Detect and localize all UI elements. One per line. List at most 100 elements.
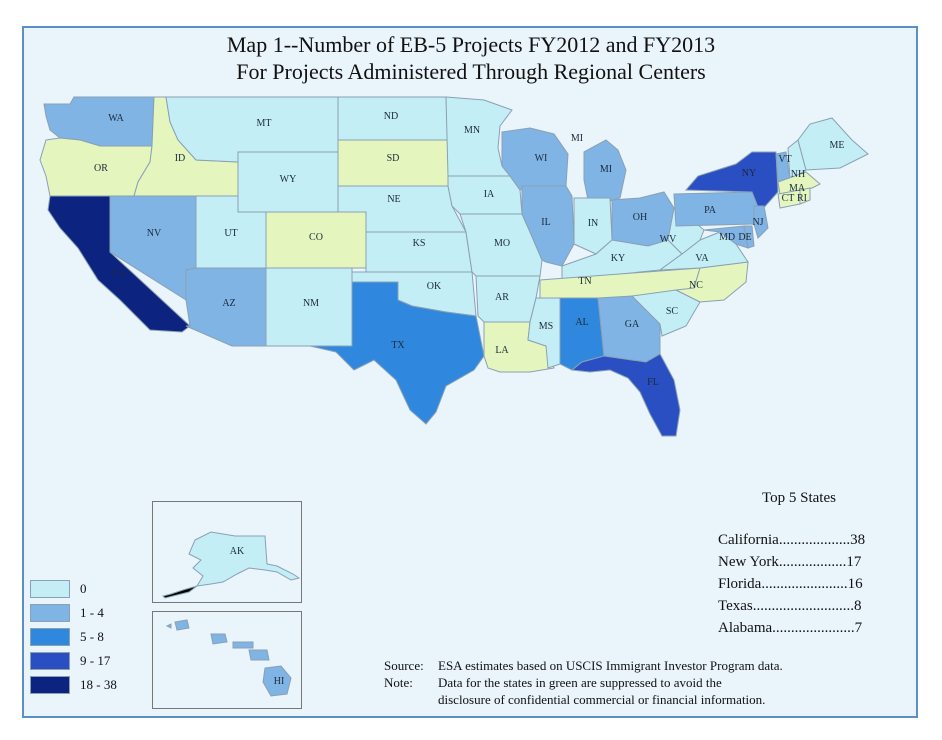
state-AK [188, 531, 301, 587]
label-OK: OK [427, 281, 442, 292]
label-CT: CT [782, 193, 795, 204]
label-WA: WA [108, 113, 124, 124]
state-IL [521, 185, 575, 267]
hi-island-niihau [165, 623, 172, 629]
label-MO: MO [494, 238, 510, 249]
label-GA: GA [625, 319, 640, 330]
legend-swatch [30, 652, 70, 670]
title-line-1: Map 1--Number of EB-5 Projects FY2012 an… [226, 32, 716, 57]
label-NJ: NJ [752, 217, 763, 228]
top5-row-florida: Florida.......................16 [718, 576, 863, 592]
label-WY: WY [280, 174, 297, 185]
label-NY: NY [742, 168, 756, 179]
state-TX [309, 281, 485, 425]
label-IA: IA [484, 189, 495, 200]
hi-island-molokai [232, 641, 254, 649]
label-DE: DE [738, 232, 751, 243]
state-NY [684, 151, 779, 213]
top5-row-texas: Texas...........................8 [718, 598, 862, 614]
state-PA [673, 191, 759, 227]
label-WI: WI [535, 153, 548, 164]
state-NJ [753, 205, 769, 239]
label-OH: OH [633, 212, 647, 223]
label-ID: ID [175, 153, 186, 164]
source-text: ESA estimates based on USCIS Immigrant I… [438, 658, 783, 673]
label-KS: KS [413, 238, 426, 249]
label-MI: MI [600, 164, 612, 175]
top5-row-new-york: New York..................17 [718, 554, 862, 570]
label-SD: SD [387, 153, 400, 164]
legend-label: 5 - 8 [80, 629, 104, 644]
legend-swatch [30, 580, 70, 598]
label-SC: SC [666, 306, 679, 317]
label-NH: NH [791, 169, 805, 180]
label-AR: AR [495, 292, 509, 303]
label-AL: AL [575, 317, 588, 328]
legend-swatch [30, 604, 70, 622]
label-NE: NE [387, 194, 400, 205]
label-IL: IL [541, 217, 550, 228]
state-DE [743, 225, 755, 249]
label-VT: VT [778, 154, 791, 165]
state-FL [570, 353, 681, 437]
hi-island-oahu [210, 633, 228, 645]
hi-island-kauai [174, 619, 190, 631]
state-MA [777, 171, 821, 195]
label-ND: ND [384, 111, 398, 122]
state-NC [674, 261, 749, 303]
legend-label: 1 - 4 [80, 605, 104, 620]
legend-label: 9 - 17 [80, 653, 111, 668]
alaska-inset: AK [152, 501, 302, 603]
legend-swatch [30, 676, 70, 694]
label-ML: MI [571, 133, 583, 144]
label-NC: NC [689, 280, 703, 291]
states-layer [39, 96, 869, 437]
label-TN: TN [578, 276, 591, 287]
label-KY: KY [611, 253, 625, 264]
label-CA: CA [112, 268, 127, 279]
hi-island-hawaii [262, 665, 292, 697]
note-line-2: disclosure of confidential commercial or… [438, 692, 766, 707]
label-CO: CO [309, 232, 323, 243]
note-line-1: Data for the states in green are suppres… [438, 675, 722, 690]
hi-island-maui [248, 649, 270, 661]
label-VA: VA [695, 253, 709, 264]
aleutian-islands [162, 585, 198, 599]
label-UT: UT [224, 228, 237, 239]
state-ME [797, 117, 869, 171]
label-TX: TX [391, 340, 405, 351]
note-label: Note: [384, 675, 413, 690]
top5-title: Top 5 States [762, 490, 836, 506]
label-MN: MN [464, 125, 480, 136]
label-NV: NV [147, 228, 162, 239]
label-AZ: AZ [222, 298, 235, 309]
label-MS: MS [539, 321, 553, 332]
alaska-inset-map: AK [162, 531, 301, 599]
label-FL: FL [647, 377, 659, 388]
top5-row-alabama: Alabama......................7 [718, 620, 863, 636]
label-ME: ME [830, 140, 845, 151]
legend-label: 0 [80, 581, 87, 596]
state-RI [799, 187, 811, 205]
label-WV: WV [660, 234, 677, 245]
label-PA: PA [704, 205, 717, 216]
label-AK: AK [230, 546, 245, 557]
label-MA: MA [789, 183, 806, 194]
state-MD [703, 225, 749, 249]
source-label: Source: [384, 658, 424, 673]
label-MD: MD [719, 232, 735, 243]
label-MT: MT [257, 118, 272, 129]
hawaii-inset-map: HI [165, 619, 292, 697]
label-OR: OR [94, 163, 108, 174]
state-labels-layer: WA OR CA ID NV MT WY UT AZ CO NM ND SD NE KS OK TX MN IA MO… [94, 111, 844, 388]
state-MI [583, 139, 627, 205]
hawaii-inset: HI [152, 611, 302, 709]
top5-row-california: California...................38 [718, 532, 866, 548]
map-title: Map 1--Number of EB-5 Projects FY2012 an… [0, 31, 942, 85]
label-IN: IN [588, 218, 599, 229]
label-NM: NM [303, 298, 319, 309]
label-LA: LA [495, 345, 509, 356]
title-line-2: For Projects Administered Through Region… [236, 59, 706, 84]
label-HI: HI [274, 676, 285, 687]
